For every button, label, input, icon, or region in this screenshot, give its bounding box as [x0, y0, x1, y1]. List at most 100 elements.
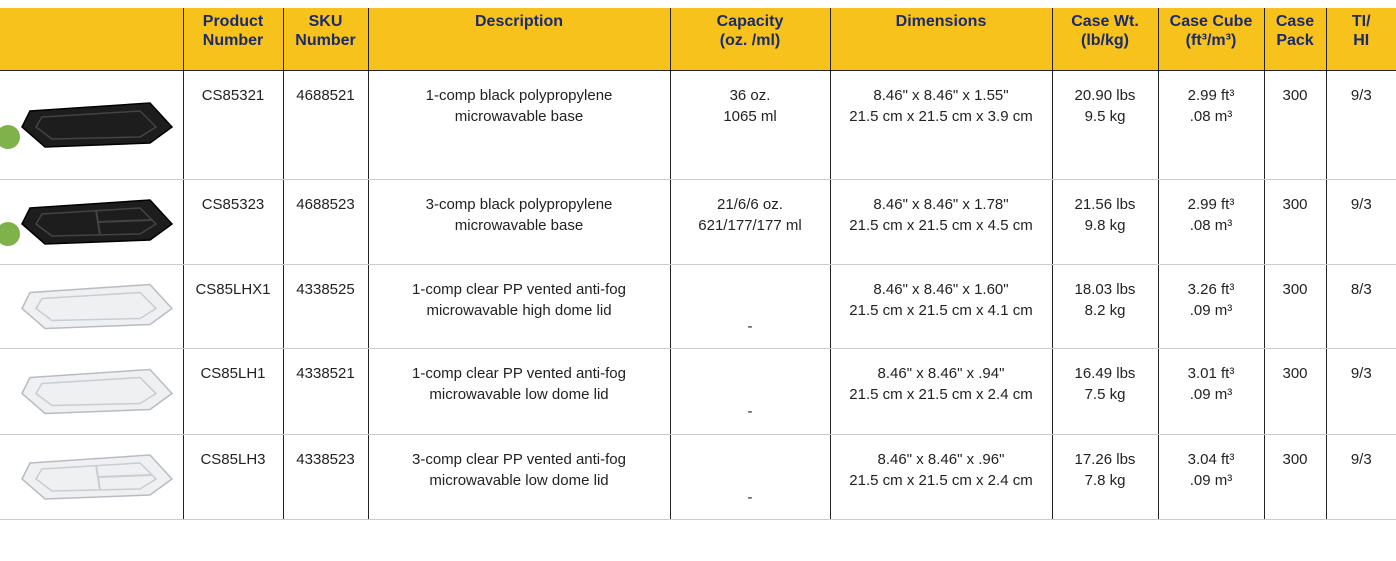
table-row: CS85LHX1 4338525 1-comp clear PP vented an… — [0, 264, 1396, 349]
cell-line: 300 — [1282, 451, 1308, 468]
table-cell — [0, 434, 183, 520]
cell-line: 9.5 kg — [1084, 108, 1126, 125]
table-row: CS85LH3 4338523 3-comp clear PP vented ant… — [0, 434, 1396, 520]
cell-line: 4688523 — [296, 196, 355, 213]
cell-line: microwavable high dome lid — [426, 302, 612, 319]
table-cell — [0, 348, 183, 435]
table-cell: 3.26 ft³ .09 m³ — [1157, 264, 1264, 349]
cell-line: 9/3 — [1350, 87, 1372, 104]
cell-line: 3.01 ft³ — [1187, 365, 1235, 382]
table-row: CS85323 4688523 3-comp black polypropylene… — [0, 179, 1396, 265]
cell-line: CS85LH3 — [200, 451, 266, 468]
table-cell: 8.46" x 8.46" x .94" 21.5 cm x 21.5 cm x … — [829, 348, 1052, 435]
table-cell: 300 — [1263, 434, 1326, 520]
table-cell: 3-comp black polypropylene microwavable b… — [367, 179, 670, 265]
header-cell: Capacity (oz. /ml) — [669, 8, 830, 71]
cell-line: - — [747, 318, 753, 335]
header-cell: Case Cube (ft³/m³) — [1157, 8, 1264, 71]
cell-line: CS85321 — [201, 87, 265, 104]
table-row: CS85321 4688521 1-comp black polypropylene… — [0, 70, 1396, 180]
cell-line: 8.46" x 8.46" x .94" — [877, 365, 1005, 382]
cell-line: Description — [474, 13, 563, 30]
cell-line: 4338523 — [296, 451, 355, 468]
table-cell: 4338523 — [282, 434, 368, 520]
header-cell: TI/HI — [1325, 8, 1396, 71]
cell-line: 4688521 — [296, 87, 355, 104]
table-cell: 3.01 ft³ .09 m³ — [1157, 348, 1264, 435]
cell-line: .09 m³ — [1189, 302, 1233, 319]
cell-line: 1-comp clear PP vented anti-fog — [411, 281, 626, 298]
header-cell: Case Pack — [1263, 8, 1326, 71]
cell-line: 17.26 lbs — [1074, 451, 1136, 468]
table-cell: 8.46" x 8.46" x 1.55" 21.5 cm x 21.5 cm x… — [829, 70, 1052, 180]
cell-line: 7.5 kg — [1084, 386, 1126, 403]
table-cell: 3.04 ft³ .09 m³ — [1157, 434, 1264, 520]
table-cell: 8.46" x 8.46" x .96" 21.5 cm x 21.5 cm x … — [829, 434, 1052, 520]
table-cell: 300 — [1263, 179, 1326, 265]
table-cell: 21/6/6 oz. 621/177/177 ml — [669, 179, 830, 265]
cell-line: 300 — [1282, 365, 1308, 382]
table-cell: 36 oz. 1065 ml — [669, 70, 830, 180]
header-cell: Product Number — [182, 8, 283, 71]
cell-line: 9/3 — [1350, 365, 1372, 382]
cell-line: - — [747, 488, 753, 506]
table-cell: 4688523 — [282, 179, 368, 265]
table-cell: CS85LHX1 — [182, 264, 283, 349]
cell-line: - — [747, 403, 753, 420]
cell-line: Dimensions — [895, 13, 987, 30]
product-image — [21, 283, 174, 330]
cell-line: 21.5 cm x 21.5 cm x 3.9 cm — [849, 108, 1033, 125]
table-cell: - — [669, 348, 830, 435]
cell-line: 621/177/177 ml — [698, 217, 802, 234]
cell-line: 21/6/6 oz. — [717, 196, 783, 213]
cell-line: Product — [202, 13, 264, 30]
table-cell: 1-comp black polypropylene microwavable b… — [367, 70, 670, 180]
table-cell: 2.99 ft³ .08 m³ — [1157, 179, 1264, 265]
table-cell — [0, 179, 183, 265]
table-cell: 9/3 — [1325, 70, 1396, 180]
table-cell — [0, 264, 183, 349]
table-cell: CS85LH1 — [182, 348, 283, 435]
cell-line: CS85LH1 — [200, 365, 266, 382]
table-cell: 8/3 — [1325, 264, 1396, 349]
table-cell: 3-comp clear PP vented anti-fog microwava… — [367, 434, 670, 520]
cell-line: HI — [1353, 32, 1370, 49]
cell-line: 9.8 kg — [1084, 217, 1126, 234]
cell-line: 8/3 — [1350, 281, 1372, 298]
table-cell — [0, 70, 183, 180]
table-cell: 9/3 — [1325, 434, 1396, 520]
cell-line: .09 m³ — [1189, 472, 1233, 489]
cell-line: 7.8 kg — [1084, 472, 1126, 489]
cell-line: 300 — [1282, 87, 1308, 104]
table-cell: 16.49 lbs 7.5 kg — [1051, 348, 1158, 435]
cell-line: 21.5 cm x 21.5 cm x 2.4 cm — [849, 472, 1033, 489]
product-image — [21, 368, 174, 415]
table-cell: 8.46" x 8.46" x 1.78" 21.5 cm x 21.5 cm x… — [829, 179, 1052, 265]
cell-line: microwavable base — [454, 108, 584, 125]
cell-line: TI/ — [1351, 13, 1371, 30]
table-cell: 300 — [1263, 264, 1326, 349]
header-cell — [0, 8, 183, 71]
cell-line: microwavable low dome lid — [429, 386, 609, 403]
cell-line: 8.2 kg — [1084, 302, 1126, 319]
table-cell: 18.03 lbs 8.2 kg — [1051, 264, 1158, 349]
product-image — [21, 454, 174, 500]
table-cell: CS85323 — [182, 179, 283, 265]
cell-line: 2.99 ft³ — [1187, 196, 1235, 213]
cell-line: (ft³/m³) — [1185, 32, 1237, 49]
header-cell: Case Wt. (lb/kg) — [1051, 8, 1158, 71]
cell-line: 9/3 — [1350, 451, 1372, 468]
cell-line: SKU — [308, 13, 343, 30]
product-table: Product Number SKU Number Description Capacit… — [0, 8, 1396, 520]
cell-line: 3-comp black polypropylene — [425, 196, 613, 213]
table-cell: 1-comp clear PP vented anti-fog microwava… — [367, 348, 670, 435]
product-image — [0, 199, 174, 248]
cell-line: 16.49 lbs — [1074, 365, 1136, 382]
cell-line: 300 — [1282, 281, 1308, 298]
cell-line: CS85323 — [201, 196, 265, 213]
cell-line: (oz. /ml) — [719, 32, 781, 49]
cell-line: Number — [202, 32, 264, 49]
cell-line: 20.90 lbs — [1074, 87, 1136, 104]
table-cell: - — [669, 434, 830, 520]
